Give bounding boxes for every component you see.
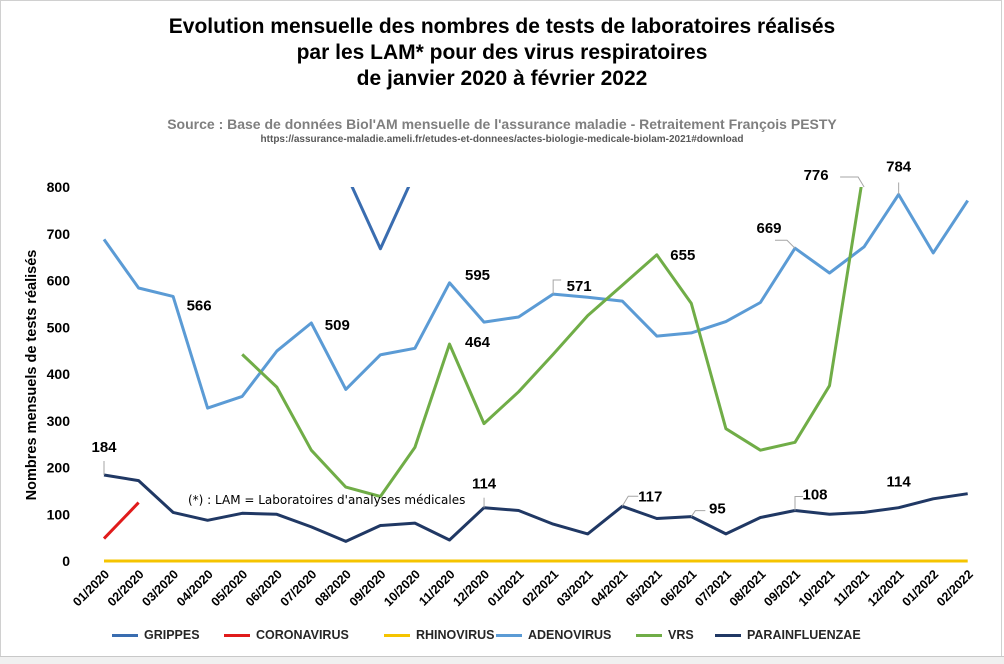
data-label: 566	[187, 297, 212, 314]
x-tick-label: 02/2021	[519, 567, 561, 609]
legend-label: ADENOVIRUS	[528, 628, 612, 642]
legend-item-parainfluenzae: PARAINFLUENZAE	[715, 626, 861, 644]
x-tick-label: 12/2020	[450, 567, 492, 609]
data-label-leader	[794, 496, 803, 511]
data-label: 117	[638, 488, 662, 505]
x-tick-label: 06/2020	[243, 567, 285, 609]
source-url: https://assurance-maladie.ameli.fr/etude…	[260, 134, 744, 145]
data-label-leader	[552, 279, 562, 295]
y-tick-label: 300	[47, 413, 71, 429]
series-line-adenovirus	[102, 193, 969, 410]
x-tick-label: 10/2020	[381, 567, 423, 609]
data-label: 464	[465, 334, 491, 351]
data-label: 95	[709, 501, 726, 518]
x-tick-label: 06/2021	[658, 567, 700, 609]
x-tick-label: 03/2020	[139, 567, 181, 609]
legend-swatch	[636, 633, 662, 637]
data-label: 114	[472, 476, 497, 493]
x-tick-label: 11/2021	[831, 567, 872, 608]
data-label: 184	[91, 439, 117, 456]
y-tick-label: 600	[47, 273, 71, 289]
x-tick-label: 05/2020	[208, 567, 250, 609]
legend-label: PARAINFLUENZAE	[747, 628, 861, 642]
x-tick-label: 08/2021	[727, 567, 769, 609]
series-line-coronavirus	[102, 501, 140, 540]
legend-item-adenovirus: ADENOVIRUS	[496, 626, 611, 644]
legend-label: GRIPPES	[144, 628, 200, 642]
x-tick-label: 07/2021	[692, 567, 734, 609]
x-tick-label: 02/2022	[934, 567, 976, 609]
legend-swatch	[496, 633, 522, 637]
data-label-leader	[621, 495, 639, 507]
x-tick-label: 04/2021	[589, 567, 631, 609]
y-tick-label: 0	[62, 553, 70, 569]
title-line-2: par les LAM* pour des virus respiratoire…	[296, 41, 708, 64]
legend-item-coronavirus: CORONAVIRUS	[224, 626, 349, 644]
legend-swatch	[112, 633, 138, 637]
data-label-leader	[690, 510, 706, 517]
data-label: 571	[567, 278, 592, 295]
x-tick-label: 09/2020	[347, 567, 389, 609]
x-tick-label: 08/2020	[312, 567, 354, 609]
legend-item-rhinovirus: RHINOVIRUS	[384, 626, 494, 644]
window-bottom-bar	[0, 656, 1004, 664]
x-tick-label: 09/2021	[761, 567, 803, 609]
footnote-lam: (*) : LAM = Laboratoires d'analyses médi…	[188, 493, 465, 507]
x-tick-label: 01/2022	[899, 567, 941, 609]
title-line-3: de janvier 2020 à février 2022	[356, 67, 648, 90]
y-tick-label: 700	[47, 226, 71, 242]
y-axis-label: Nombres mensuels de tests réalisés	[24, 250, 40, 501]
data-label-leader	[775, 239, 796, 249]
legend-item-grippes: GRIPPES	[112, 626, 200, 644]
data-label: 108	[802, 487, 827, 504]
y-tick-label: 400	[47, 366, 71, 382]
chart-legend: GRIPPES CORONAVIRUS RHINOVIRUS ADENOVIRUS VR…	[0, 626, 1004, 644]
data-label: 784	[886, 158, 912, 175]
x-tick-label: 04/2020	[174, 567, 216, 609]
y-tick-label: 500	[47, 319, 71, 335]
legend-label: RHINOVIRUS	[416, 628, 495, 642]
x-tick-label: 02/2020	[105, 567, 147, 609]
series-group	[102, 187, 969, 563]
data-label: 595	[465, 267, 490, 284]
x-tick-label: 07/2020	[278, 567, 320, 609]
data-label: 114	[887, 474, 912, 491]
x-tick-label: 11/2020	[416, 567, 457, 608]
x-tick-label: 05/2021	[623, 567, 665, 609]
series-line-vrs	[241, 187, 863, 498]
source-text: Source : Base de données Biol'AM mensuel…	[167, 116, 837, 132]
x-tick-label: 01/2021	[485, 567, 527, 609]
legend-label: VRS	[668, 628, 694, 642]
data-label: 669	[756, 220, 781, 237]
series-line-grippes	[350, 187, 411, 251]
series-line-parainfluenzae	[103, 473, 968, 543]
legend-swatch	[715, 633, 741, 637]
data-label: 655	[670, 247, 695, 264]
x-tick-label: 01/2020	[70, 567, 112, 609]
legend-label: CORONAVIRUS	[256, 628, 349, 642]
y-tick-label: 200	[47, 460, 71, 476]
data-label-leader	[840, 176, 865, 188]
legend-swatch	[224, 633, 250, 637]
chart-title: Evolution mensuelle des nombres de tests…	[0, 14, 1004, 92]
x-tick-label: 12/2021	[865, 567, 907, 609]
x-tick-label: 10/2021	[796, 567, 838, 609]
title-line-1: Evolution mensuelle des nombres de tests…	[168, 15, 836, 38]
legend-item-vrs: VRS	[636, 626, 694, 644]
x-tick-label: 03/2021	[554, 567, 596, 609]
data-label: 776	[804, 167, 829, 184]
data-label: 509	[325, 317, 350, 334]
legend-swatch	[384, 633, 410, 637]
y-tick-label: 100	[47, 506, 71, 522]
y-tick-label: 800	[47, 179, 71, 195]
